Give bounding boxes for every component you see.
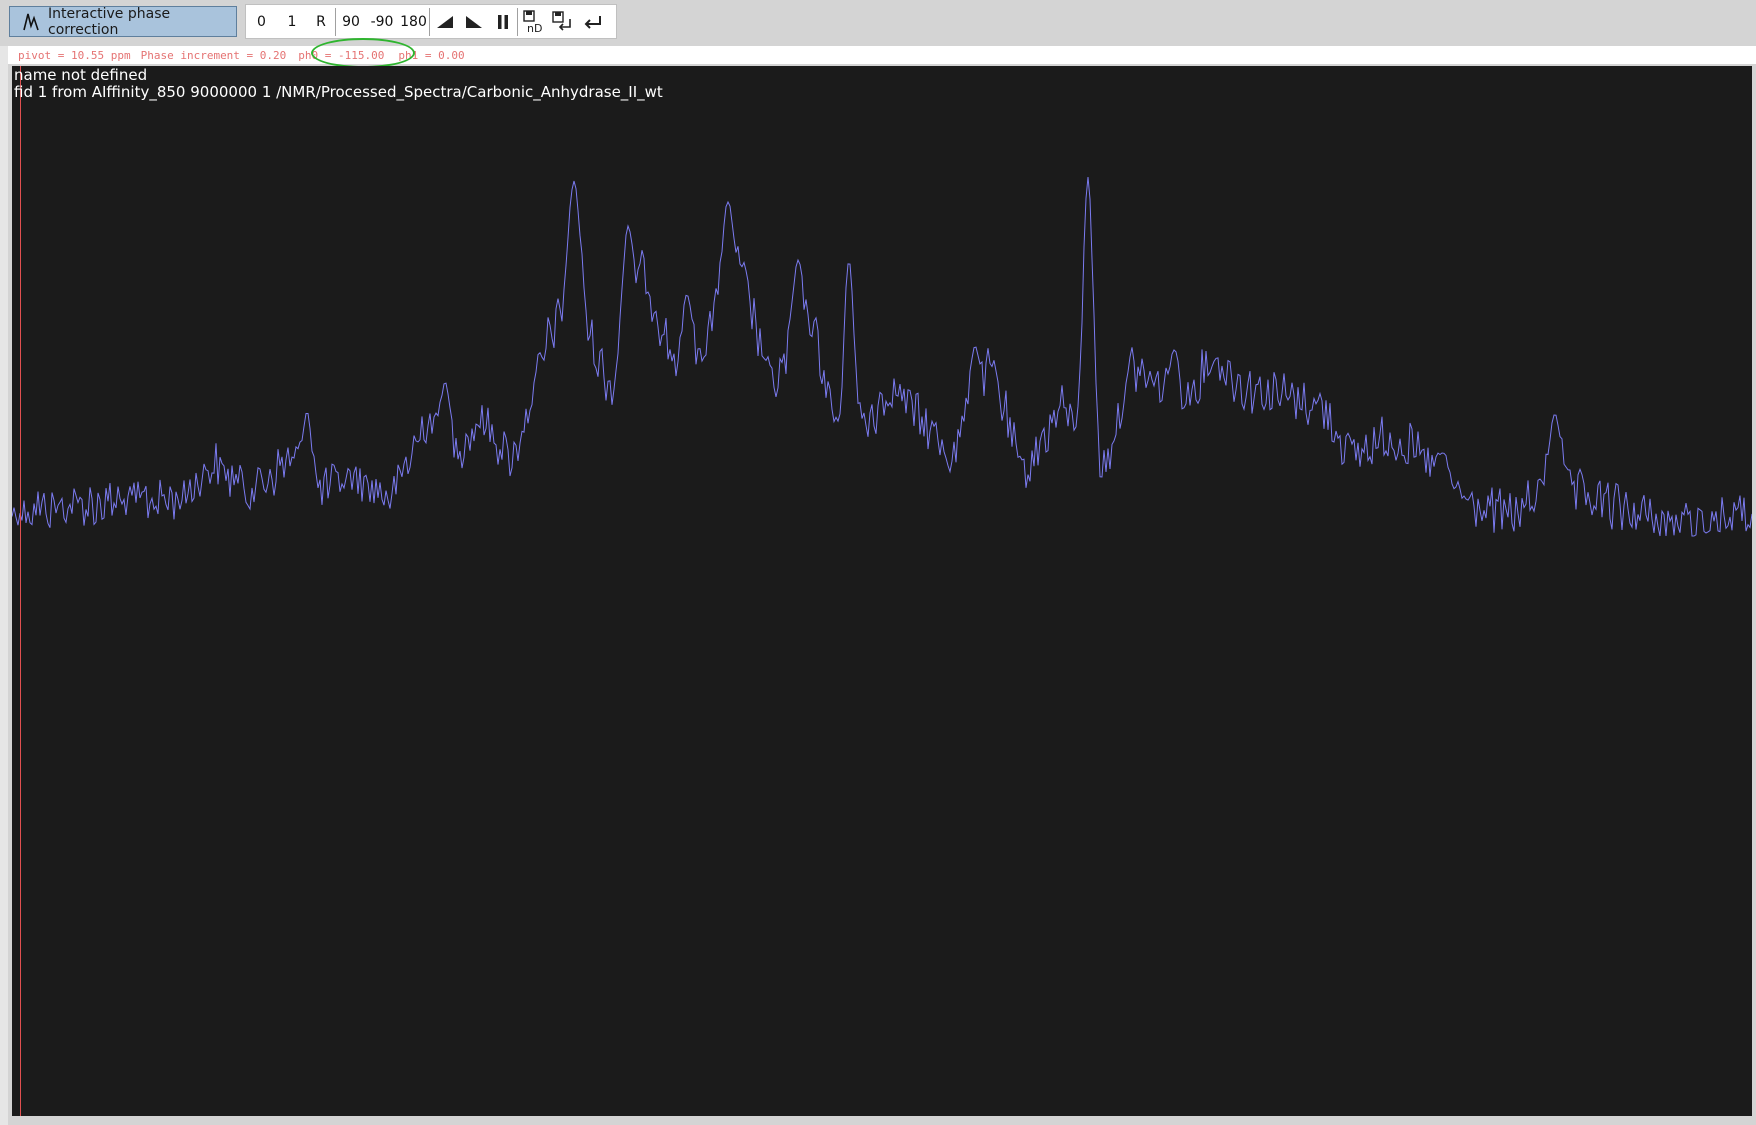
separator xyxy=(335,7,336,36)
spectrum-source: fid 1 from AIffinity_850 9000000 1 /NMR/… xyxy=(14,83,663,101)
svg-text:nD: nD xyxy=(527,22,542,34)
phase-increment-readout: Phase increment = 0.20 xyxy=(140,48,287,62)
ramp-down-icon[interactable] xyxy=(459,5,488,38)
zero-order-button[interactable]: 0 xyxy=(257,13,266,30)
spectrum-plot[interactable] xyxy=(12,66,1752,1116)
phase-wave-icon xyxy=(22,12,40,32)
first-order-button[interactable]: 1 xyxy=(287,13,297,30)
pivot-readout: pivot = 10.55 ppm xyxy=(18,48,131,62)
mode-button-label: Interactive phase correction xyxy=(48,5,171,38)
save-nd-icon[interactable]: nD xyxy=(518,5,548,38)
save-return-icon[interactable] xyxy=(548,5,577,38)
minus90-button[interactable]: -90 xyxy=(370,13,394,30)
pause-icon[interactable] xyxy=(488,5,517,38)
toolbar: Interactive phase correction 0 1 R 90 -9… xyxy=(0,0,1756,46)
plus180-button[interactable]: 180 xyxy=(400,13,427,30)
left-margin xyxy=(0,46,8,1125)
spectrum-title: name not defined xyxy=(14,66,148,84)
ramp-up-icon[interactable] xyxy=(430,5,459,38)
ph0-highlight-annotation xyxy=(311,38,415,68)
separator xyxy=(517,7,518,36)
phase-tool-group: 0 1 R 90 -90 180 nD xyxy=(245,4,617,39)
phase-status-bar: pivot = 10.55 ppm Phase increment = 0.20… xyxy=(8,46,1756,64)
interactive-phase-correction-button[interactable]: Interactive phase correction xyxy=(9,5,237,38)
plus90-button[interactable]: 90 xyxy=(342,13,360,30)
spectrum-panel[interactable]: name not defined fid 1 from AIffinity_85… xyxy=(12,66,1752,1116)
spectrum-trace xyxy=(12,176,1752,537)
separator xyxy=(429,7,430,36)
pivot-line[interactable] xyxy=(20,66,21,1116)
return-icon[interactable] xyxy=(577,5,607,38)
reset-button[interactable]: R xyxy=(316,13,326,30)
